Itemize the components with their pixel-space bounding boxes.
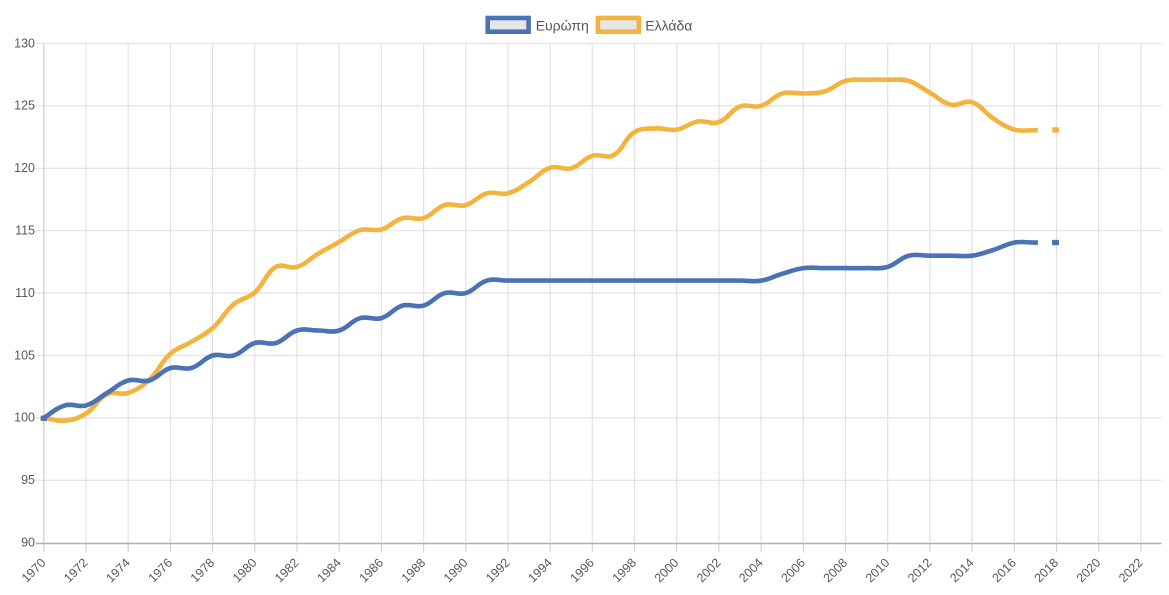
svg-text:Ελλάδα: Ελλάδα (645, 18, 692, 34)
svg-text:100: 100 (14, 411, 35, 425)
svg-text:130: 130 (14, 36, 35, 50)
svg-text:115: 115 (15, 224, 35, 238)
svg-text:110: 110 (15, 286, 35, 300)
svg-text:125: 125 (14, 99, 35, 113)
svg-text:Ευρώπη: Ευρώπη (536, 18, 589, 34)
svg-text:90: 90 (21, 536, 35, 550)
svg-text:95: 95 (21, 473, 35, 487)
svg-text:120: 120 (14, 161, 35, 175)
svg-text:105: 105 (14, 348, 35, 362)
